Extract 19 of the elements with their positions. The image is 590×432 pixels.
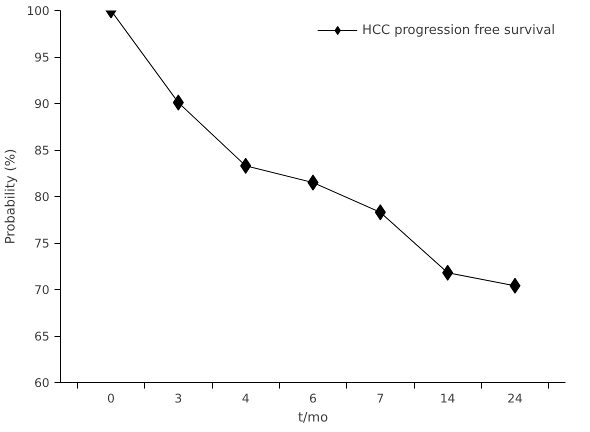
y-tick-label: 95 — [34, 50, 50, 64]
y-axis-title: Probability (%) — [4, 148, 19, 244]
y-tick-label: 60 — [34, 376, 50, 390]
x-axis-title: t/mo — [298, 410, 328, 426]
y-tick-label: 90 — [34, 97, 50, 111]
y-tick-label: 85 — [34, 144, 50, 158]
x-tick-label: 14 — [440, 392, 456, 406]
y-tick-label: 65 — [34, 330, 50, 344]
x-tick-label: 4 — [242, 392, 250, 406]
x-tick-label: 6 — [309, 392, 317, 406]
y-tick-label: 100 — [26, 4, 50, 18]
x-tick-label: 7 — [376, 392, 384, 406]
x-tick-label: 0 — [107, 392, 115, 406]
y-tick-label: 75 — [34, 236, 50, 250]
x-tick-label: 3 — [174, 392, 182, 406]
y-tick-label: 80 — [34, 190, 50, 204]
legend-label: HCC progression free survival — [362, 22, 555, 38]
y-tick-label: 70 — [34, 283, 50, 297]
x-tick-label: 24 — [507, 392, 523, 406]
